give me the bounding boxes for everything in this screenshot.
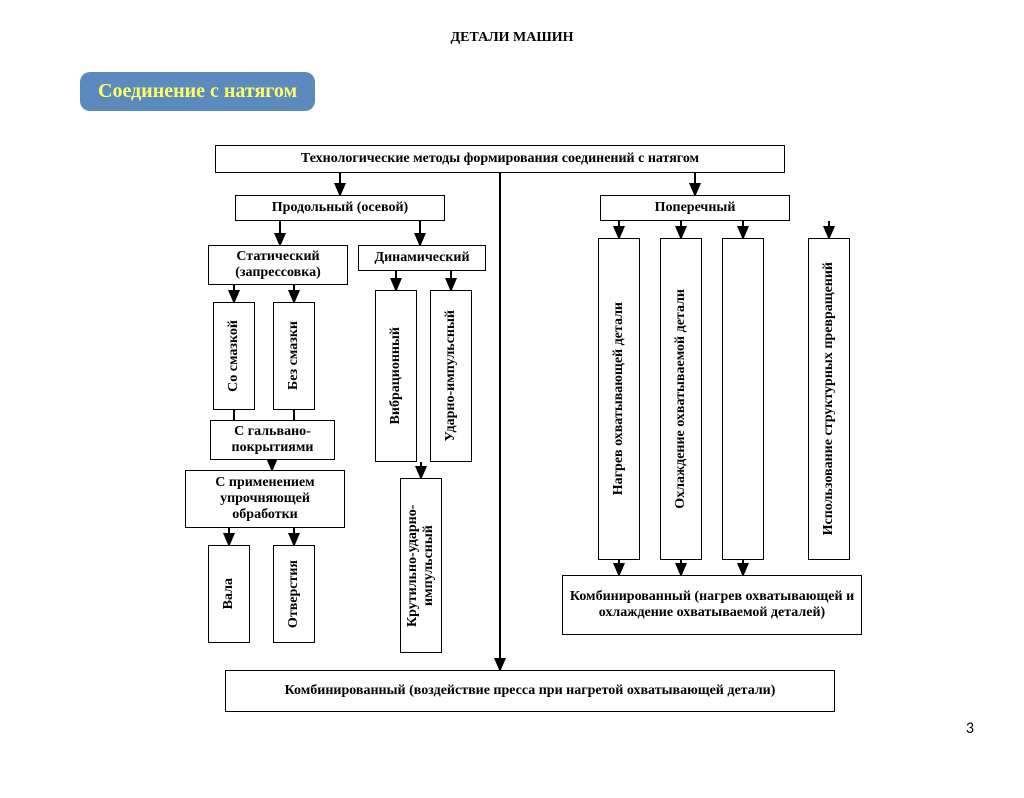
page-number: 3 — [966, 719, 974, 738]
node-structural: Использование структурных превращений — [808, 238, 850, 560]
node-hardening: С применением упрочняющей обработки — [185, 470, 345, 528]
node-cooling: Охлаждение охватываемой детали — [660, 238, 702, 560]
node-vibration: Вибрационный — [375, 290, 417, 462]
node-hole: Отверстия — [273, 545, 315, 643]
node-heating: Нагрев охватывающей детали — [598, 238, 640, 560]
node-static: Статический (запрессовка) — [208, 245, 348, 285]
node-impact: Ударно-импульсный — [430, 290, 472, 462]
node-no-lube: Без смазки — [273, 302, 315, 410]
node-combo-thermal: Комбинированный (нагрев охватывающей и о… — [562, 575, 862, 635]
node-longitudinal: Продольный (осевой) — [235, 195, 445, 221]
edges-svg — [0, 0, 1024, 768]
node-torsion-impact: Крутильно-ударно-импульсный — [400, 478, 442, 653]
node-with-lube: Со смазкой — [213, 302, 255, 410]
diagram-canvas: Технологические методы формирования соед… — [0, 0, 1024, 768]
node-combo-press: Комбинированный (воздействие пресса при … — [225, 670, 835, 712]
node-root: Технологические методы формирования соед… — [215, 145, 785, 173]
node-shaft: Вала — [208, 545, 250, 643]
node-dynamic: Динамический — [358, 245, 486, 271]
node-transverse: Поперечный — [600, 195, 790, 221]
node-blank — [722, 238, 764, 560]
node-galvano: С гальвано-покрытиями — [210, 420, 335, 460]
